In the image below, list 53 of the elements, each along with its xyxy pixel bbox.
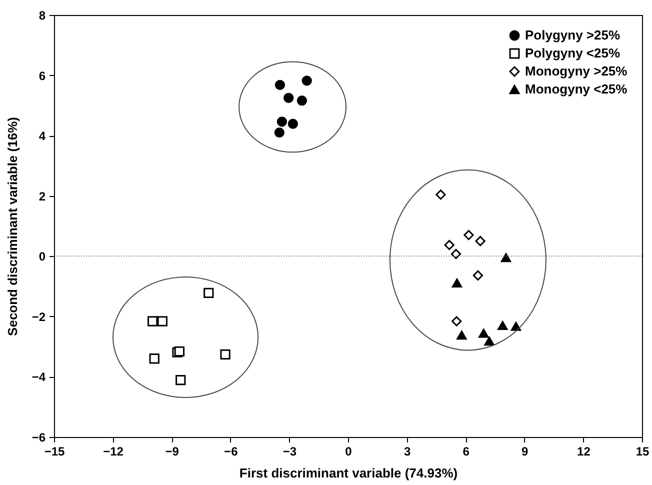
legend-label: Polygyny >25% [525, 28, 620, 42]
x-tick-label: −6 [224, 444, 238, 458]
point [450, 248, 462, 260]
y-tick-label: −2 [32, 310, 46, 324]
point [452, 316, 462, 326]
point [288, 118, 298, 129]
x-axis-title: First discriminant variable (74.93%) [239, 466, 458, 480]
point [176, 374, 186, 386]
x-tick-label: −3 [282, 444, 297, 458]
point [157, 316, 168, 326]
y-tick-label: 8 [38, 8, 46, 22]
x-tick-label: 6 [462, 444, 470, 458]
y-tick-label: 4 [38, 129, 46, 144]
x-tick-label: 15 [636, 444, 650, 458]
point [220, 349, 230, 360]
legend-label: Monogyny >25% [525, 64, 628, 78]
y-tick-label: −6 [32, 430, 46, 444]
point [274, 80, 286, 90]
x-tick-label: −9 [165, 444, 180, 458]
point [148, 316, 158, 326]
point [472, 270, 484, 281]
legend-label: Polygyny <25% [525, 46, 620, 60]
x-tick-label: 0 [345, 444, 352, 458]
point [296, 96, 308, 106]
point [436, 190, 446, 200]
x-tick-label: 12 [577, 444, 591, 458]
x-tick-label: −12 [103, 444, 124, 458]
point [302, 76, 312, 86]
point [149, 354, 160, 364]
point [456, 330, 467, 340]
y-tick-label: 2 [38, 189, 46, 204]
x-tick-label: −15 [44, 444, 65, 458]
point [478, 328, 489, 338]
y-axis-title: Second discriminant variable (16%) [4, 117, 20, 336]
x-tick-label: 9 [522, 444, 529, 458]
point [284, 92, 294, 103]
point [510, 322, 522, 331]
point [498, 320, 508, 330]
y-tick-label: 0 [38, 250, 46, 264]
point [484, 336, 494, 346]
point [500, 253, 512, 262]
point [475, 236, 486, 246]
point [276, 116, 288, 127]
point [204, 288, 214, 298]
point [174, 346, 185, 356]
legend-label: Monogyny <25% [525, 82, 628, 96]
point [444, 240, 454, 250]
point [452, 278, 462, 288]
y-tick-label: −4 [32, 370, 46, 384]
point [464, 230, 474, 240]
y-tick-label: 6 [38, 68, 46, 83]
x-tick-label: 3 [404, 444, 411, 458]
point [274, 127, 284, 138]
